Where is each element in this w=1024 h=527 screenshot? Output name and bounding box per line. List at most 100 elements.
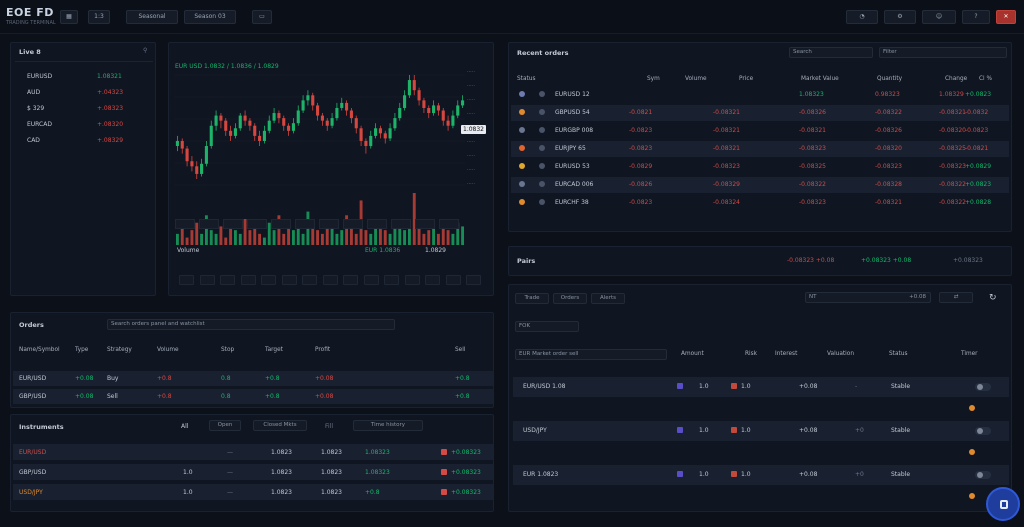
candle-body[interactable] <box>253 125 257 136</box>
chart-tool-button[interactable] <box>319 219 339 229</box>
candle-body[interactable] <box>204 146 208 164</box>
ticket-instrument-select[interactable]: EUR Market order sell <box>515 349 667 360</box>
chat-support-button[interactable] <box>986 487 1020 521</box>
watchlist-menu-icon[interactable]: ⚲ <box>143 47 148 54</box>
chart-tool-button[interactable] <box>271 219 291 229</box>
position-name[interactable]: EURUSD 12 <box>555 91 590 98</box>
position-name[interactable]: EURUSD 53 <box>555 163 590 170</box>
ticket-row[interactable] <box>513 421 1009 441</box>
instrument-name[interactable]: GBP/USD <box>19 469 47 476</box>
positions-col-header[interactable]: Sym <box>647 76 660 82</box>
position-name[interactable]: EURCHF 38 <box>555 199 589 206</box>
ticket-instrument[interactable]: USD/JPY <box>523 427 547 434</box>
orders-col-header[interactable]: Type <box>75 347 89 353</box>
candle-body[interactable] <box>248 120 252 126</box>
positions-row[interactable] <box>511 105 1009 121</box>
candle-body[interactable] <box>316 105 320 116</box>
instruments-tab-open[interactable]: Open <box>209 420 241 431</box>
timeframe-cell[interactable] <box>384 275 399 285</box>
candle-body[interactable] <box>388 128 392 139</box>
candle-body[interactable] <box>422 100 426 108</box>
screen-icon[interactable]: ▭ <box>252 10 272 24</box>
instruments-tab-closed[interactable]: Closed Mkts <box>253 420 307 431</box>
chart-tool-button[interactable] <box>415 219 435 229</box>
timeframe-cell[interactable] <box>240 275 256 285</box>
orders-col-header[interactable]: Volume <box>157 347 179 353</box>
ticket-col-header[interactable]: Risk <box>745 351 758 357</box>
instrument-name[interactable]: EUR/USD <box>19 449 47 456</box>
candle-body[interactable] <box>345 102 349 111</box>
timeframe-cell[interactable] <box>363 275 379 285</box>
chart-tool-button[interactable] <box>439 219 459 229</box>
timeframe-cell[interactable] <box>404 275 420 285</box>
ticket-mode-select[interactable]: FOK <box>515 321 579 332</box>
candle-body[interactable] <box>335 107 339 119</box>
instrument-name[interactable]: USD/JPY <box>19 489 43 496</box>
candle-body[interactable] <box>229 130 233 136</box>
watchlist-symbol[interactable]: EURUSD <box>27 73 53 80</box>
candle-body[interactable] <box>461 100 465 106</box>
ticket-swap-button[interactable]: ⇄ <box>939 292 973 303</box>
candle-body[interactable] <box>364 140 368 147</box>
layout-button[interactable]: 1:3 <box>88 10 110 24</box>
chart-tool-button[interactable] <box>343 219 363 229</box>
candle-body[interactable] <box>233 128 237 136</box>
candle-body[interactable] <box>330 118 334 126</box>
candle-body[interactable] <box>436 105 440 111</box>
instrument-row[interactable] <box>13 484 493 500</box>
orders-col-header[interactable]: Target <box>265 347 283 353</box>
candle-body[interactable] <box>238 115 242 129</box>
candle-body[interactable] <box>349 110 353 119</box>
candle-body[interactable] <box>219 115 223 121</box>
candle-body[interactable] <box>267 120 271 131</box>
positions-col-header[interactable]: Change <box>945 76 968 82</box>
ticket-col-header[interactable]: Valuation <box>827 351 855 357</box>
ticket-toggle[interactable] <box>975 427 991 435</box>
instrument-row[interactable] <box>13 444 493 460</box>
chart-tool-button[interactable] <box>391 219 411 229</box>
candle-body[interactable] <box>456 105 460 116</box>
position-name[interactable]: EURJPY 65 <box>555 145 586 152</box>
candle-body[interactable] <box>374 128 378 136</box>
positions-row[interactable] <box>511 141 1009 157</box>
instrument-row[interactable] <box>13 464 493 480</box>
position-name[interactable]: GBPUSD 54 <box>555 109 590 116</box>
position-name[interactable]: EURCAD 006 <box>555 181 594 188</box>
positions-col-header[interactable]: Status <box>517 76 536 82</box>
ticket-col-header[interactable]: Timer <box>961 351 978 357</box>
chart-tool-button[interactable] <box>199 219 219 229</box>
candle-body[interactable] <box>200 163 204 174</box>
candle-body[interactable] <box>296 110 300 124</box>
candle-body[interactable] <box>258 135 262 141</box>
candle-body[interactable] <box>311 95 315 106</box>
positions-search-input[interactable]: Search <box>789 47 873 58</box>
orders-row[interactable] <box>13 389 493 404</box>
candle-body[interactable] <box>407 80 411 96</box>
instruments-tab-history[interactable]: Time history <box>353 420 423 431</box>
candle-body[interactable] <box>180 140 184 149</box>
candle-body[interactable] <box>417 90 421 101</box>
candle-body[interactable] <box>378 128 382 134</box>
timeframe-cell[interactable] <box>281 275 297 285</box>
candle-body[interactable] <box>369 135 373 147</box>
candle-body[interactable] <box>195 166 199 174</box>
candle-body[interactable] <box>262 130 266 141</box>
ticket-row[interactable] <box>513 377 1009 397</box>
candle-body[interactable] <box>446 120 450 126</box>
timeframe-cell[interactable] <box>199 275 215 285</box>
refresh-icon[interactable]: ↻ <box>989 293 997 303</box>
candle-body[interactable] <box>277 113 281 119</box>
candle-body[interactable] <box>224 120 228 131</box>
orders-row[interactable] <box>13 371 493 386</box>
position-name[interactable]: EURGBP 008 <box>555 127 594 134</box>
season-select-button[interactable]: Season 03 <box>184 10 236 24</box>
candle-body[interactable] <box>243 115 247 121</box>
candle-body[interactable] <box>340 102 344 108</box>
candle-body[interactable] <box>359 128 363 141</box>
positions-col-header[interactable]: Volume <box>685 76 707 82</box>
candle-body[interactable] <box>451 115 455 126</box>
ticket-tab-alerts[interactable]: Alerts <box>591 293 625 304</box>
ticket-toggle[interactable] <box>975 471 991 479</box>
watchlist-symbol[interactable]: CAD <box>27 137 40 144</box>
candle-body[interactable] <box>209 125 213 147</box>
